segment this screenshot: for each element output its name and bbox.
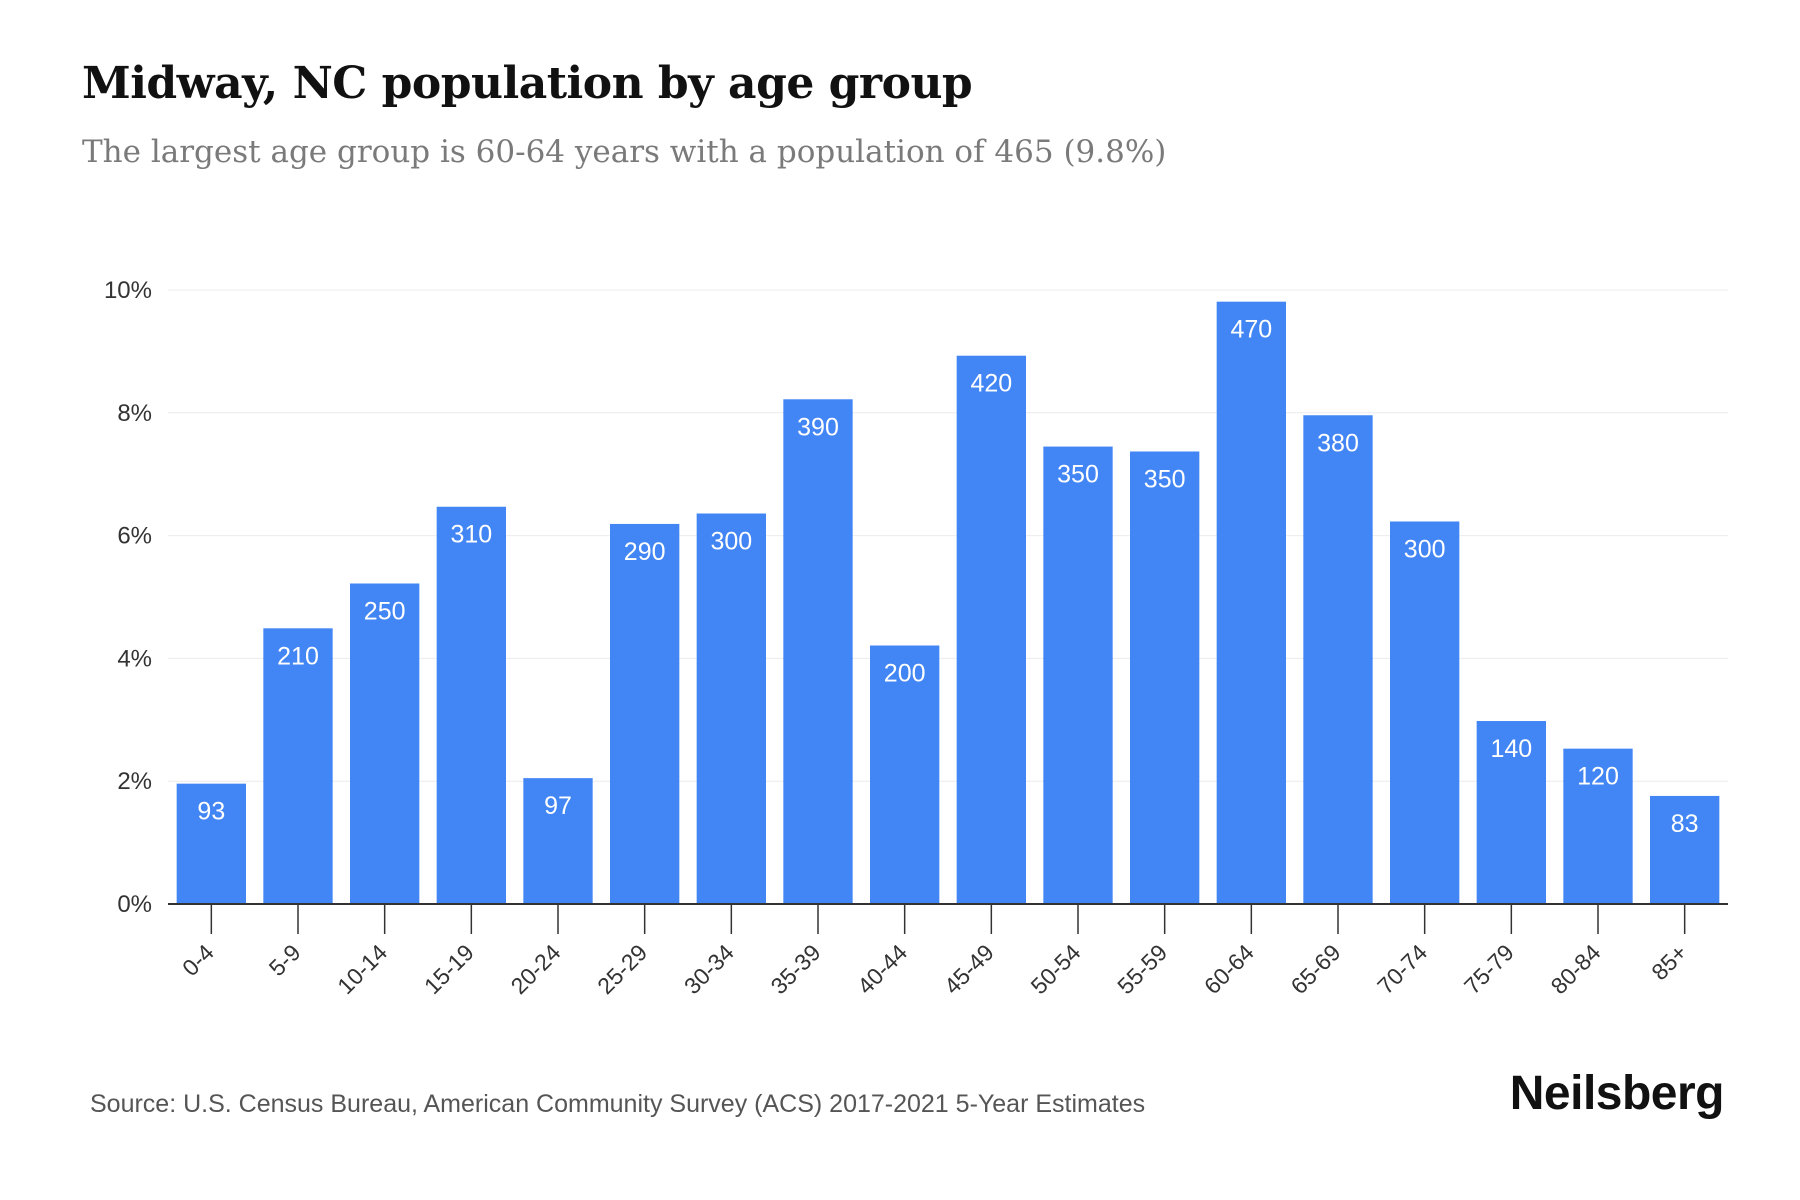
bar-value-label: 250	[364, 597, 406, 625]
bar-value-label: 350	[1057, 461, 1099, 489]
chart-title: Midway, NC population by age group	[82, 58, 973, 109]
bar-value-label: 93	[197, 798, 225, 826]
bar-value-label: 380	[1317, 429, 1359, 457]
x-tick-label: 0-4	[177, 939, 219, 981]
x-tick-label: 80-84	[1546, 939, 1606, 999]
y-tick-label: 10%	[104, 277, 152, 304]
source-note: Source: U.S. Census Bureau, American Com…	[90, 1090, 1146, 1118]
x-tick-label: 45-49	[939, 939, 999, 999]
bar-value-label: 210	[277, 642, 319, 670]
bar-value-label: 300	[710, 527, 752, 555]
bar	[1303, 415, 1373, 904]
bar	[1650, 795, 1720, 904]
x-tick-label: 20-24	[506, 939, 566, 999]
bar	[610, 523, 680, 904]
bar-value-label: 200	[884, 660, 926, 688]
x-tick-label: 60-64	[1199, 939, 1259, 999]
bar-value-label: 83	[1671, 810, 1699, 838]
x-tick-label: 40-44	[852, 939, 912, 999]
bar-value-label: 390	[797, 413, 839, 441]
y-tick-label: 8%	[117, 400, 152, 427]
chart-subtitle: The largest age group is 60-64 years wit…	[82, 134, 1167, 170]
bar-value-label: 300	[1404, 535, 1446, 563]
brand-logo: Neilsberg	[1509, 1067, 1725, 1120]
x-tick-label: 55-59	[1112, 939, 1172, 999]
bar-value-label: 97	[544, 792, 572, 820]
x-tick-label: 5-9	[264, 939, 306, 981]
bar	[1043, 446, 1113, 904]
bar	[523, 778, 593, 904]
x-tick-label: 65-69	[1286, 939, 1346, 999]
bar	[263, 628, 333, 904]
bar-value-label: 290	[624, 538, 666, 566]
bar-value-label: 140	[1490, 735, 1532, 763]
bar-value-label: 350	[1144, 465, 1186, 493]
bar	[696, 513, 766, 904]
y-tick-label: 6%	[117, 523, 152, 550]
x-tick-label: 30-34	[679, 939, 739, 999]
bar-chart: 0% 2% 4% 6% 8% 10% 93 0-4 210 5-9 250 10-14 310 15-19…	[104, 277, 1728, 999]
bar-value-label: 470	[1230, 316, 1272, 344]
bar	[350, 583, 420, 904]
x-tick-label: 75-79	[1459, 939, 1519, 999]
y-tick-label: 0%	[117, 891, 152, 918]
bar	[1563, 748, 1633, 904]
x-tick-label: 35-39	[766, 939, 826, 999]
bar	[1390, 521, 1460, 904]
bar	[956, 355, 1026, 904]
bar-value-label: 120	[1577, 763, 1619, 791]
x-tick-label: 15-19	[419, 939, 479, 999]
bar	[870, 645, 940, 904]
x-tick-label: 85+	[1646, 939, 1692, 985]
x-tick-label: 10-14	[332, 939, 392, 999]
bar	[176, 783, 246, 904]
bar-value-label: 310	[450, 521, 492, 549]
bar	[436, 506, 506, 904]
bar	[783, 399, 853, 904]
x-tick-label: 25-29	[592, 939, 652, 999]
bar	[1216, 301, 1286, 904]
y-tick-label: 2%	[117, 768, 152, 795]
x-tick-label: 50-54	[1026, 939, 1086, 999]
x-tick-label: 70-74	[1372, 939, 1432, 999]
y-tick-label: 4%	[117, 645, 152, 672]
bar	[1476, 721, 1546, 904]
bar	[1130, 451, 1200, 904]
bar-value-label: 420	[970, 370, 1012, 398]
